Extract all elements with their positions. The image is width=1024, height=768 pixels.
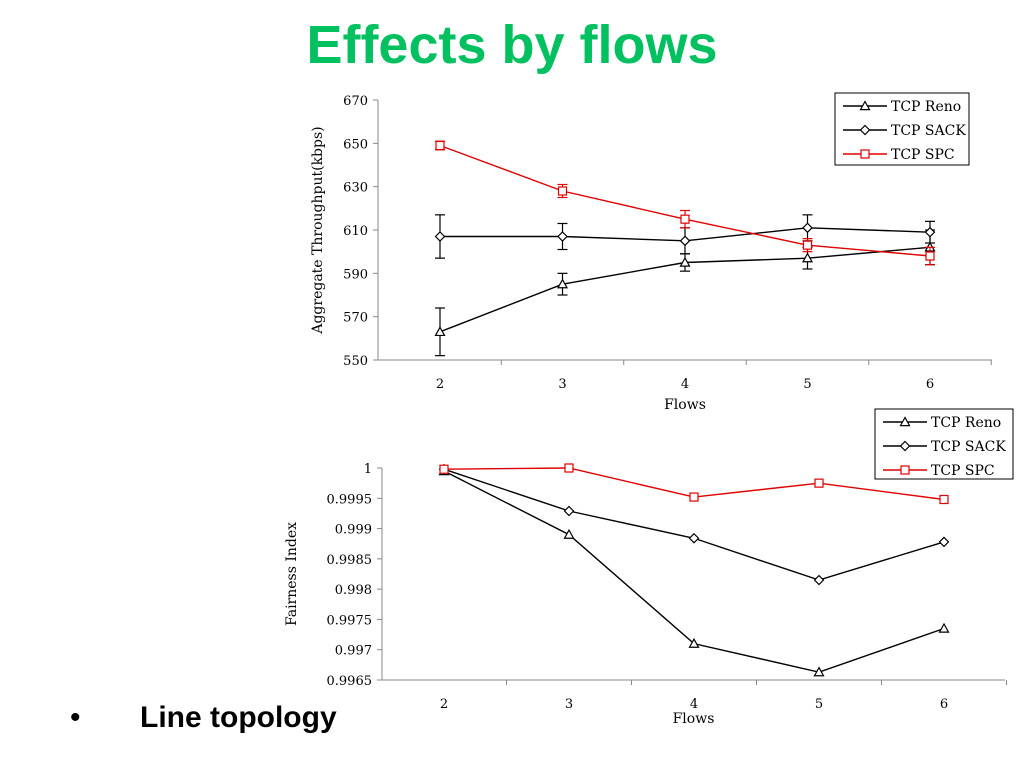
legend: TCP Reno TCP SACK TCP SPC (874, 408, 1014, 480)
legend-label: TCP SPC (891, 147, 955, 163)
series-tcp-spc (435, 140, 935, 266)
slide-title: Effects by flows (306, 15, 718, 75)
data-point (557, 231, 568, 242)
legend-label: TCP SACK (891, 123, 966, 139)
series-tcp-spc (439, 463, 949, 505)
y-axis-label: Fairness Index (284, 522, 300, 626)
series-line (443, 468, 945, 581)
series-tcp-reno (438, 465, 950, 677)
x-tick-label: 3 (558, 377, 566, 392)
x-tick-label: 5 (815, 697, 823, 712)
legend-label: TCP SPC (931, 463, 995, 479)
y-tick-label: 1 (364, 462, 372, 477)
x-tick-label: 3 (565, 697, 573, 712)
x-tick-label: 4 (681, 377, 689, 392)
legend: TCP Reno TCP SACK TCP SPC (834, 92, 970, 166)
x-axis-label: Flows (664, 397, 706, 413)
x-tick-label: 2 (436, 377, 444, 392)
data-point (802, 222, 813, 234)
data-point (434, 326, 446, 337)
data-point (801, 252, 814, 263)
data-point (688, 532, 700, 544)
series-tcp-sack (438, 463, 950, 586)
data-point (439, 464, 449, 474)
y-tick-label: 670 (343, 94, 368, 109)
y-tick-label: 0.999 (335, 523, 372, 538)
y-tick-label: 630 (343, 181, 368, 196)
x-tick-label: 4 (690, 697, 698, 712)
legend-marker (899, 416, 911, 427)
legend-label: TCP Reno (931, 415, 1001, 431)
y-tick-label: 550 (343, 354, 368, 369)
x-tick-label: 2 (440, 697, 448, 712)
data-point (679, 256, 691, 267)
y-axis-label: Aggregate Throughput(kbps) (310, 126, 326, 334)
data-point (680, 214, 690, 224)
data-point (557, 186, 568, 196)
y-tick-label: 0.9965 (327, 674, 373, 689)
data-point (813, 666, 825, 677)
data-point (434, 231, 446, 242)
data-point (435, 140, 445, 151)
y-tick-label: 0.998 (335, 583, 372, 598)
data-point (814, 478, 824, 488)
data-point (679, 235, 691, 247)
data-point (563, 505, 575, 517)
legend-label: TCP SACK (931, 439, 1006, 455)
y-tick-label: 0.997 (335, 644, 372, 659)
bullet-text: Line topology (140, 701, 337, 734)
x-tick-label: 6 (940, 697, 948, 712)
series-tcp-sack (434, 214, 936, 259)
data-point (938, 536, 950, 548)
data-point (564, 463, 574, 473)
legend-marker (899, 440, 911, 452)
data-point (556, 278, 569, 289)
y-tick-label: 590 (343, 267, 368, 282)
y-tick-label: 570 (343, 311, 368, 326)
y-tick-label: 0.9995 (327, 492, 373, 507)
data-point (689, 492, 699, 502)
y-tick-label: 0.9985 (327, 553, 373, 568)
y-tick-label: 610 (343, 224, 368, 239)
legend-marker (900, 465, 910, 475)
legend-marker (860, 149, 870, 159)
legend-marker (859, 100, 871, 111)
legend-marker (859, 124, 871, 136)
data-point (688, 637, 700, 648)
legend-box (874, 408, 1014, 480)
data-point (939, 494, 949, 505)
x-axis-label: Flows (673, 711, 715, 727)
bullet-symbol: • (70, 701, 81, 734)
x-tick-label: 5 (803, 377, 811, 392)
y-tick-label: 650 (343, 137, 368, 152)
data-point (924, 226, 936, 238)
data-point (938, 622, 950, 633)
legend-box (834, 92, 970, 166)
legend-label: TCP Reno (891, 99, 961, 115)
x-tick-label: 6 (926, 377, 934, 392)
data-point (802, 240, 813, 250)
data-point (813, 574, 825, 586)
data-point (925, 251, 935, 261)
data-point (563, 528, 575, 539)
y-tick-label: 0.9975 (327, 613, 373, 628)
